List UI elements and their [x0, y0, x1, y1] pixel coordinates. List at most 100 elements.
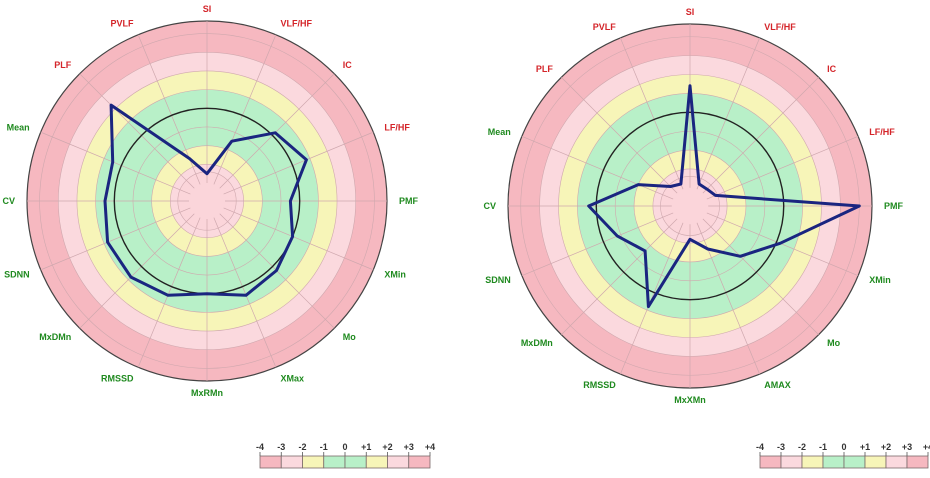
data-point-mxdmn: [129, 275, 133, 279]
scale-tick-label: +3: [902, 442, 912, 452]
axis-label-cv: CV: [2, 196, 15, 206]
axis-label-plf: PLF: [536, 64, 554, 74]
scale-cell: [344, 455, 367, 469]
scale-tick-label: -3: [277, 442, 285, 452]
scale-cell: [843, 455, 866, 469]
data-point-mxrmn: [205, 292, 209, 295]
scale-tick-label: -3: [777, 442, 785, 452]
spoke-line: [696, 37, 760, 190]
data-point-vlf-hf: [697, 182, 701, 186]
scale-cell: [780, 455, 803, 469]
scale-tick-label: -1: [819, 442, 827, 452]
scale-cell: [885, 455, 908, 469]
data-point-ic: [273, 131, 277, 135]
axis-label-sdnn: SDNN: [485, 275, 511, 285]
data-point-si: [688, 84, 692, 88]
axis-label-pmf: PMF: [884, 201, 904, 211]
data-point-lf-hf: [305, 158, 308, 162]
axis-label-sdnn: SDNN: [4, 269, 30, 279]
data-point-pmf: [289, 199, 292, 203]
color-scale-left: -4 -3 -2 -1 0 +1 +2 +3 +4: [256, 442, 435, 469]
scale-tick-label: -4: [756, 442, 764, 452]
data-point-mean: [111, 160, 114, 164]
axis-label-xmin: XMin: [384, 269, 406, 279]
data-point-cv: [103, 199, 107, 203]
spoke-line: [702, 77, 819, 194]
spoke-line: [561, 77, 678, 194]
spoke-line: [223, 131, 374, 195]
spoke-line: [40, 207, 191, 271]
axis-label-rmssd: RMSSD: [101, 373, 134, 383]
scale-tick-label: +1: [860, 442, 870, 452]
scale-tick-label: -2: [298, 442, 306, 452]
data-point-plf: [669, 185, 672, 188]
spoke-line: [219, 73, 335, 189]
data-point-xmin: [778, 242, 782, 245]
axis-label-pvlf: PVLF: [111, 19, 135, 29]
axis-label-rmssd: RMSSD: [583, 380, 616, 390]
spoke-line: [213, 217, 277, 368]
spoke-line: [79, 73, 195, 189]
data-point-xmin: [291, 235, 294, 238]
axis-label-lf-hf: LF/HF: [869, 127, 895, 137]
scale-cell: [259, 455, 282, 469]
axis-label-xmax: XMax: [280, 373, 304, 383]
axis-label-mxdmn: MxDMn: [39, 332, 71, 342]
scale-cell: [864, 455, 887, 469]
data-point-plf: [109, 103, 113, 107]
spoke-line: [521, 136, 674, 200]
data-point-cv: [587, 204, 590, 208]
axis-label-amax: AMAX: [764, 380, 791, 390]
spoke-line: [706, 212, 859, 276]
axis-label-si: SI: [203, 4, 212, 14]
axis-label-mxrmn: MxRMn: [191, 388, 223, 398]
data-point-pvlf: [188, 157, 191, 160]
scale-cell: [801, 455, 824, 469]
axis-label-mxdmn: MxDMn: [521, 338, 553, 348]
scale-tick-label: +1: [361, 442, 371, 452]
scale-cell: [323, 455, 346, 469]
spoke-line: [137, 217, 201, 368]
spoke-line: [79, 213, 195, 329]
spoke-line: [521, 212, 674, 276]
data-point-sdnn: [106, 240, 109, 244]
scale-tick-label: -2: [798, 442, 806, 452]
spoke-line: [213, 34, 277, 185]
spoke-line: [223, 207, 374, 271]
radar-chart-left: SI VLF/HF IC LF/HF PMF XMin Mo XMax MxRMn RMSSD Mx…: [2, 4, 418, 398]
scale-tick-label: 0: [342, 442, 347, 452]
spoke-line: [40, 131, 191, 195]
spoke-line: [561, 218, 678, 335]
data-point-vlf-hf: [230, 140, 233, 143]
axis-label-ic: IC: [827, 64, 837, 74]
axis-label-xmin: XMin: [869, 275, 891, 285]
scale-cell: [302, 455, 325, 469]
scale-cell: [408, 455, 431, 469]
data-point-lf-hf: [714, 194, 717, 197]
scale-tick-label: 0: [841, 442, 846, 452]
scale-cell: [365, 455, 388, 469]
axis-label-mean: Mean: [7, 123, 30, 133]
data-point-si: [205, 172, 209, 175]
axis-label-mo: Mo: [827, 338, 840, 348]
data-point-xmax: [244, 294, 248, 297]
scale-tick-label: -4: [256, 442, 264, 452]
axis-label-plf: PLF: [54, 60, 72, 70]
axis-label-lf-hf: LF/HF: [384, 123, 410, 133]
color-scale-right: -4 -3 -2 -1 0 +1 +2 +3 +4: [756, 442, 930, 469]
scale-tick-label: +4: [425, 442, 435, 452]
scale-cell: [280, 455, 303, 469]
data-point-sdnn: [616, 234, 619, 238]
scale-tick-label: +2: [382, 442, 392, 452]
axis-label-si: SI: [686, 7, 695, 17]
scale-cell: [906, 455, 929, 469]
axis-label-pvlf: PVLF: [593, 22, 617, 32]
data-point-amax: [706, 247, 710, 251]
data-point-mxdmn: [643, 249, 647, 253]
spoke-line: [620, 37, 684, 190]
data-point-rmssd: [647, 305, 650, 308]
data-point-pvlf: [679, 182, 683, 186]
scale-tick-label: +4: [923, 442, 930, 452]
axis-label-mxxmn: MxXMn: [674, 395, 706, 405]
